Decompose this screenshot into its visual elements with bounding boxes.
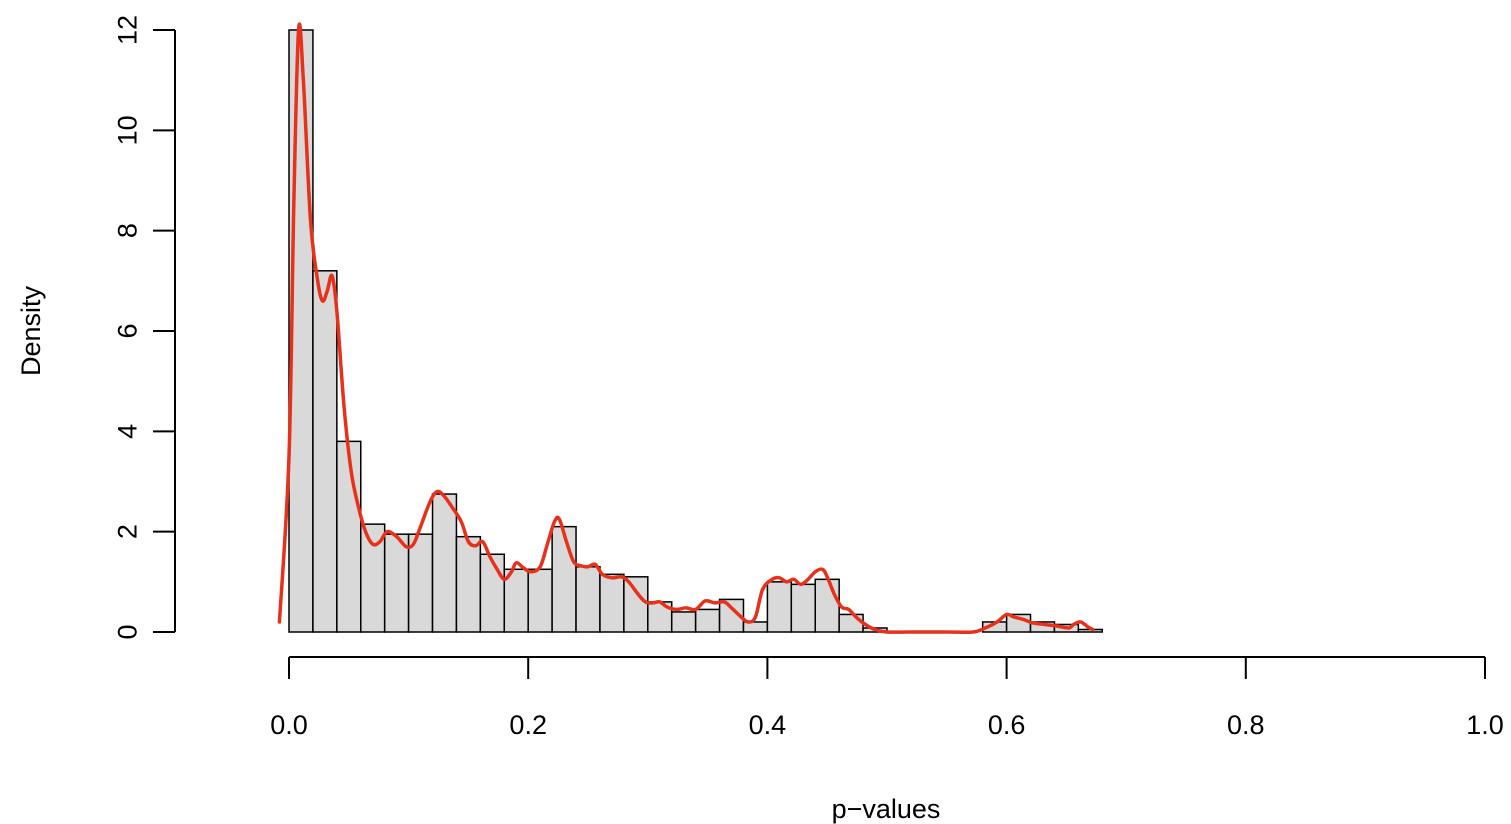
histogram-bar [718, 598, 745, 633]
y-axis-label: Density [16, 285, 46, 376]
histogram-bar [336, 440, 362, 633]
histogram-bar [670, 611, 697, 633]
x-axis-label: p−values [832, 794, 941, 824]
y-tick-label: 4 [112, 424, 142, 439]
histogram-bar [527, 568, 553, 633]
histogram-bar [623, 576, 649, 633]
y-tick-label: 12 [112, 15, 142, 45]
x-axis: 0.0 0.2 0.4 0.6 0.8 1.0 [270, 656, 1504, 740]
x-tick-label: 0.6 [988, 710, 1026, 740]
density-curve [277, 22, 1095, 635]
histogram-bar [479, 553, 506, 633]
histogram-bar [838, 613, 864, 633]
y-tick-label: 6 [112, 323, 142, 338]
y-axis: 0 2 4 6 8 10 12 [112, 15, 176, 640]
histogram-bar [694, 608, 721, 633]
histogram-bar [407, 533, 434, 633]
histogram-bar [766, 581, 793, 633]
x-tick-label: 0.8 [1227, 710, 1265, 740]
histogram-bar [599, 573, 625, 633]
histogram-bars [288, 29, 1104, 633]
histogram-bar [790, 583, 816, 633]
x-tick-label: 0.2 [509, 710, 547, 740]
y-tick-label: 0 [112, 624, 142, 639]
histogram-bar [814, 578, 840, 633]
histogram-bar [431, 493, 458, 633]
histogram-bar [383, 533, 410, 633]
y-tick-label: 2 [112, 524, 142, 539]
x-tick-label: 0.4 [749, 710, 787, 740]
x-tick-label: 1.0 [1466, 710, 1504, 740]
histogram-bar [575, 566, 601, 633]
y-tick-label: 8 [112, 223, 142, 238]
x-tick-label: 0.0 [270, 710, 308, 740]
histogram-bar [312, 270, 338, 633]
histogram-bar [551, 525, 577, 633]
y-tick-label: 10 [112, 115, 142, 145]
histogram-bar [455, 535, 482, 633]
